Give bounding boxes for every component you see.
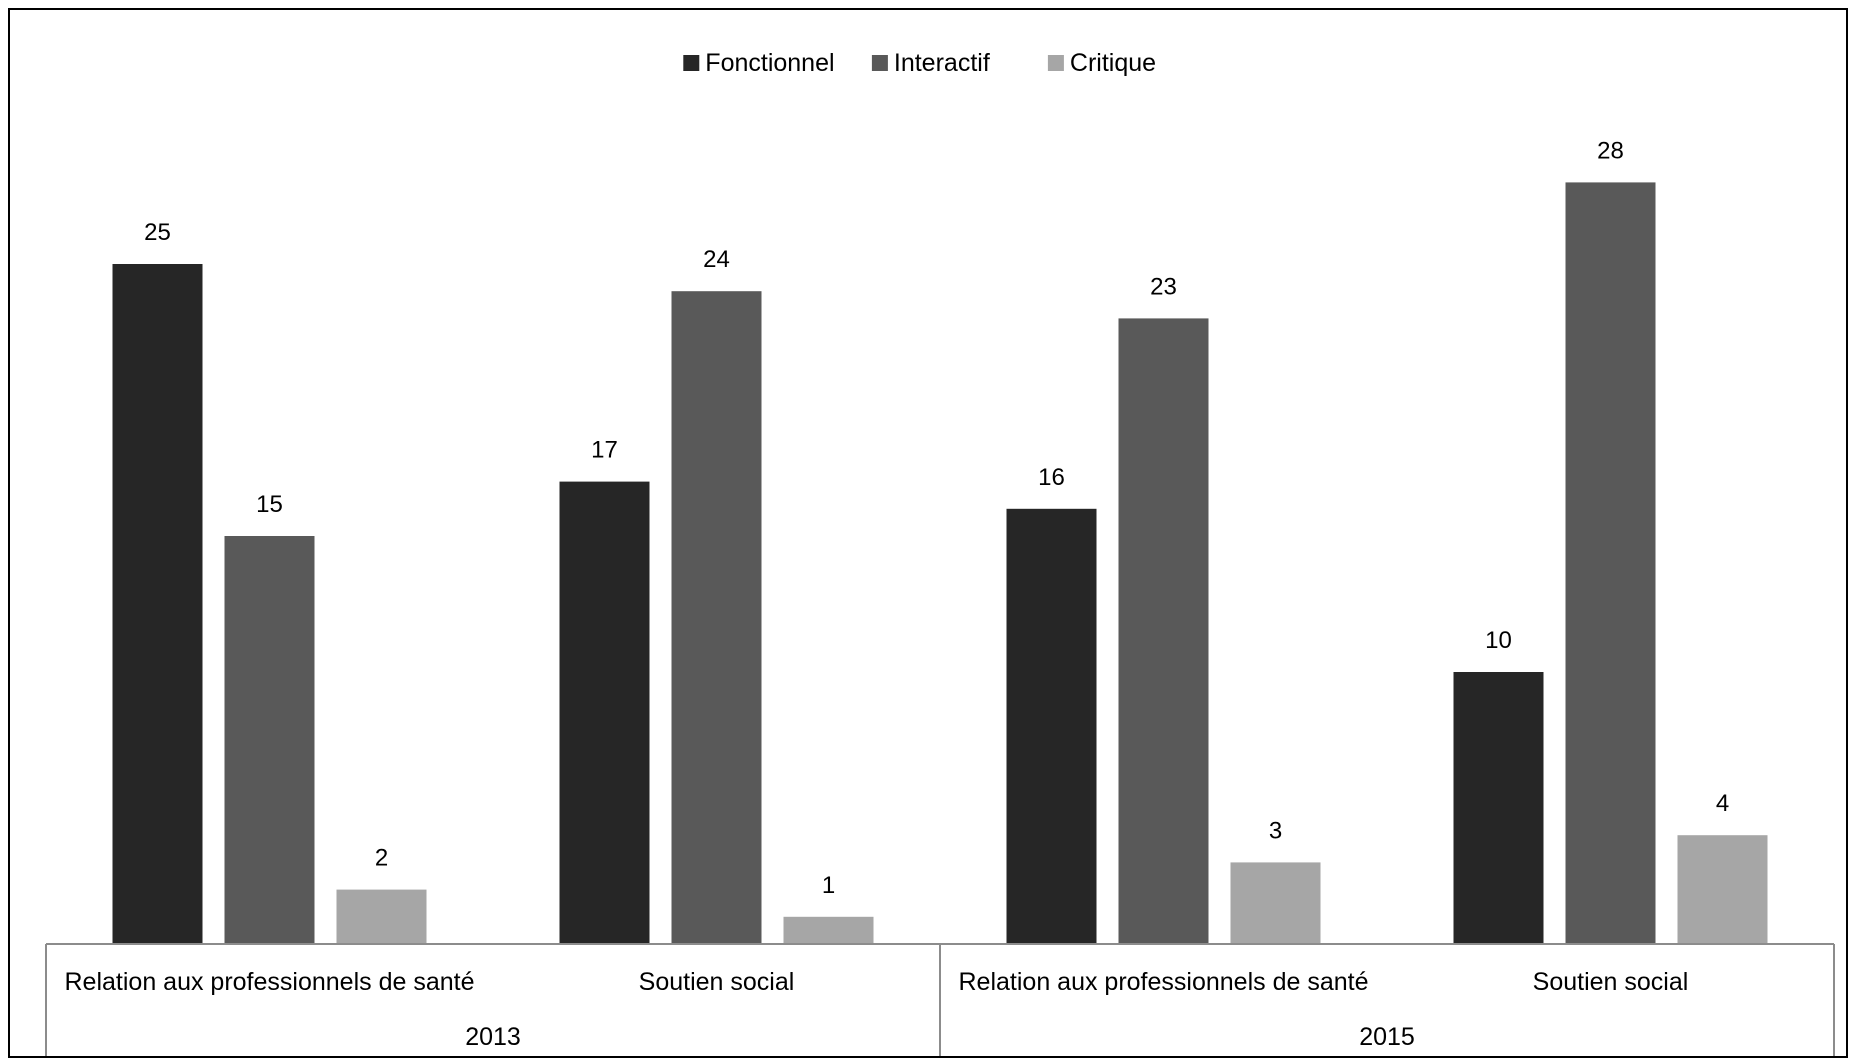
bar-fonctionnel-0	[112, 264, 203, 944]
bar-interactif-0	[224, 536, 315, 944]
data-label-interactif-2: 23	[1150, 273, 1177, 300]
data-label-fonctionnel-0: 25	[144, 219, 171, 246]
bar-critique-2	[1230, 862, 1321, 944]
legend-label-interactif: Interactif	[894, 49, 990, 77]
legend-swatch-fonctionnel	[683, 55, 700, 71]
category-label-3: Soutien social	[1533, 968, 1689, 996]
group-label-2015: 2015	[1359, 1023, 1415, 1051]
legend-label-fonctionnel: Fonctionnel	[705, 49, 834, 77]
bar-fonctionnel-3	[1453, 672, 1544, 944]
category-label-1: Soutien social	[639, 968, 795, 996]
bar-fonctionnel-2	[1006, 508, 1097, 944]
bar-interactif-1	[671, 291, 762, 944]
data-label-interactif-0: 15	[256, 491, 283, 518]
legend-swatch-interactif	[871, 55, 888, 71]
data-label-interactif-3: 28	[1597, 137, 1624, 164]
bar-interactif-2	[1118, 318, 1209, 944]
legend-label-critique: Critique	[1070, 49, 1156, 77]
data-label-critique-0: 2	[375, 845, 388, 872]
data-label-fonctionnel-2: 16	[1038, 464, 1065, 491]
bar-critique-0	[336, 889, 427, 944]
data-label-critique-1: 1	[822, 872, 835, 899]
bar-interactif-3	[1565, 182, 1656, 944]
data-label-interactif-1: 24	[703, 246, 730, 273]
category-label-0: Relation aux professionnels de santé	[65, 968, 475, 996]
data-label-fonctionnel-3: 10	[1485, 627, 1512, 654]
data-label-critique-3: 4	[1716, 790, 1729, 817]
data-label-critique-2: 3	[1269, 817, 1282, 844]
legend-swatch-critique	[1047, 55, 1064, 71]
bar-fonctionnel-1	[559, 481, 650, 944]
data-label-fonctionnel-1: 17	[591, 437, 618, 464]
category-label-2: Relation aux professionnels de santé	[959, 968, 1369, 996]
group-label-2013: 2013	[465, 1023, 521, 1051]
bar-critique-3	[1677, 835, 1768, 944]
bar-critique-1	[783, 916, 874, 944]
